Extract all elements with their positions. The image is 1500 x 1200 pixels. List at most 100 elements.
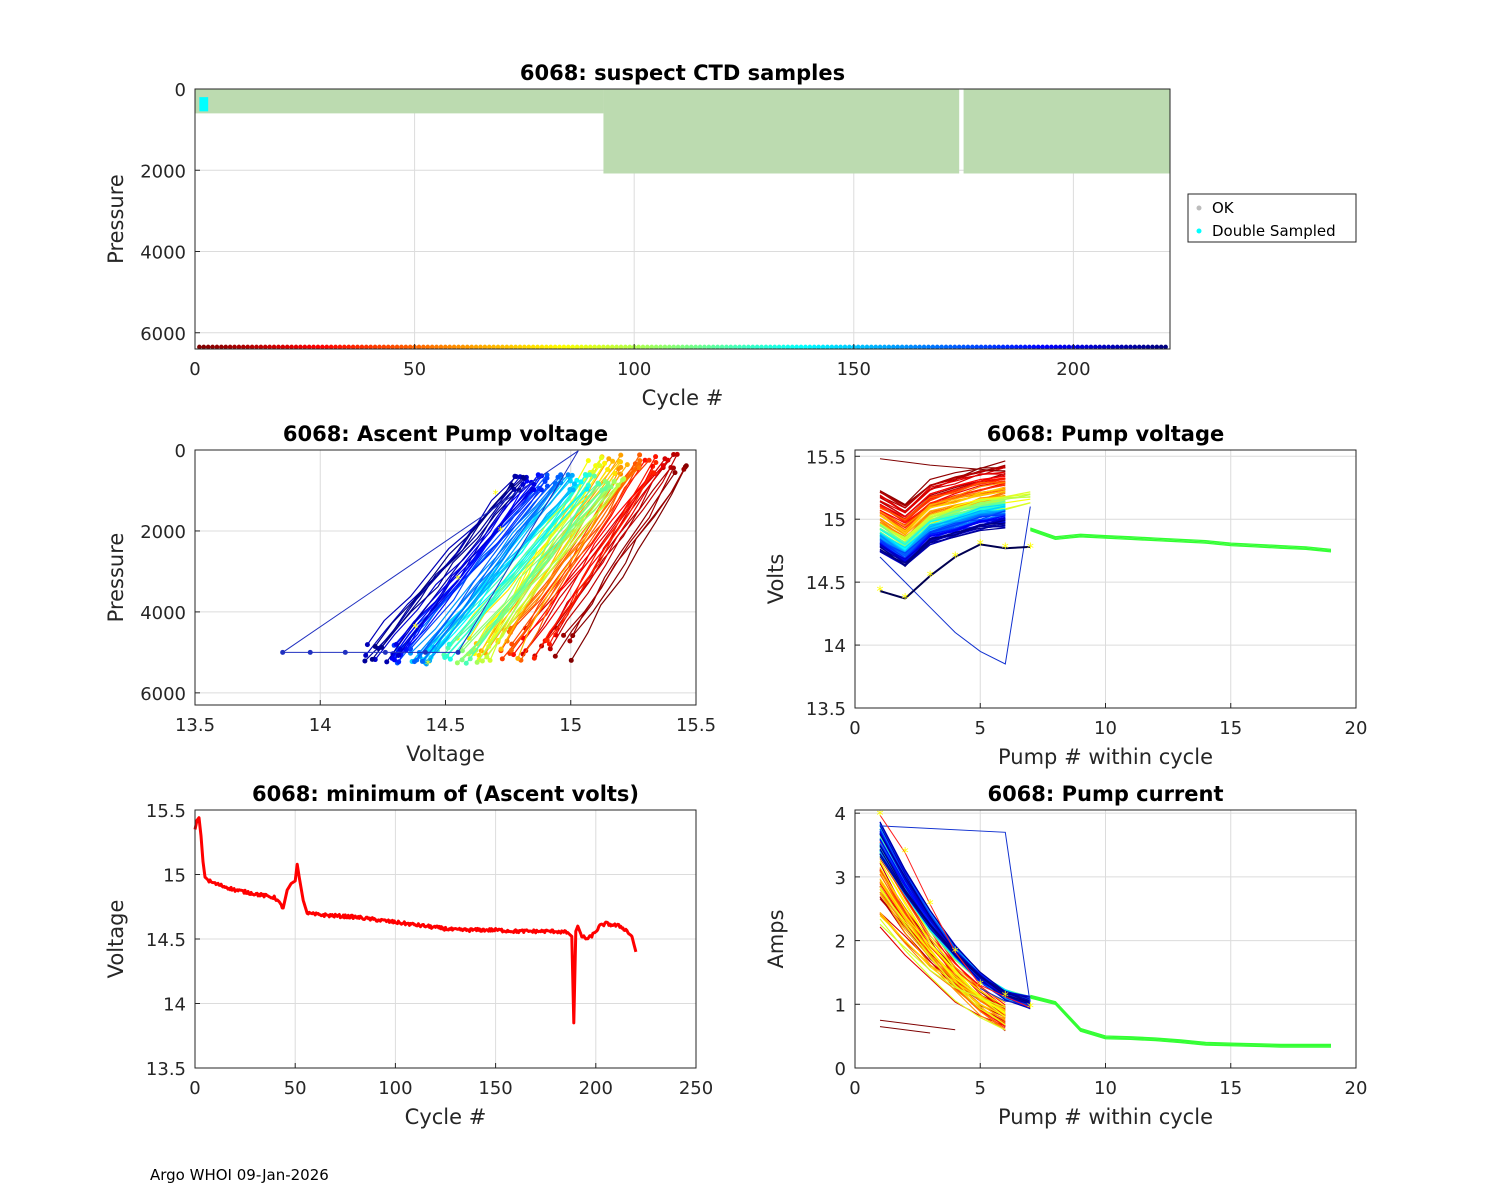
min-ascent-volts-panel: 0 50 100 150 200 250 13.5 14 14.5 15 15.5 6068: mi… xyxy=(104,782,713,1129)
current-cycle-line xyxy=(879,881,1006,1011)
ascent-cycle-line xyxy=(449,475,587,660)
ascent-cycle-bottom-marker xyxy=(364,642,370,648)
ascent-cycle-bottom-marker xyxy=(372,643,378,649)
ascent-cycle-bottom-marker xyxy=(454,660,460,666)
minv-xtick-label: 100 xyxy=(378,1078,412,1099)
ascent-cycle-bottom-marker xyxy=(508,647,514,653)
current-yellow-star: * xyxy=(952,945,959,961)
cycle-color-marker xyxy=(781,344,786,350)
cycle-color-marker xyxy=(939,344,944,350)
ascent-outlier-marker xyxy=(307,649,313,655)
ctd-xtick-label: 100 xyxy=(617,359,651,380)
cycle-color-marker xyxy=(271,344,277,350)
ascent-cycle-top-marker xyxy=(672,470,678,476)
cycle-color-marker xyxy=(232,344,237,350)
ascent-cycle-line xyxy=(510,463,640,651)
cycle-color-marker xyxy=(350,344,356,350)
cycle-color-marker xyxy=(785,344,791,350)
pumpv-xlabel: Pump # within cycle xyxy=(998,745,1213,769)
cycle-color-marker xyxy=(227,344,233,350)
current-ytick-label: 0 xyxy=(835,1059,846,1080)
pumpv-cycle-line xyxy=(879,522,1006,566)
ascent-xlabel: Voltage xyxy=(406,742,485,766)
ascent-cycle-line xyxy=(509,467,640,633)
cycle-color-marker xyxy=(561,344,567,350)
ascent-cycle-bottom-marker xyxy=(447,656,453,662)
ascent-cycle-line xyxy=(500,469,635,652)
cycle-color-marker xyxy=(1057,344,1063,350)
cycle-color-marker xyxy=(869,344,874,350)
cycle-color-marker xyxy=(601,344,606,350)
cycle-color-marker xyxy=(838,344,843,350)
cycle-color-marker xyxy=(886,344,892,350)
ascent-cycle-top-marker xyxy=(681,466,687,472)
ascent-cycle-bottom-marker xyxy=(396,659,402,665)
current-yellow-star: * xyxy=(902,846,909,862)
cycle-color-marker xyxy=(992,344,997,350)
cycle-color-marker xyxy=(539,344,545,350)
ascent-cycle-top-marker xyxy=(590,469,596,475)
cycle-color-marker xyxy=(680,344,685,350)
cycle-color-marker xyxy=(596,344,602,350)
cycle-color-marker xyxy=(609,344,615,350)
cycle-color-marker xyxy=(517,344,523,350)
ascent-cycle-top-marker xyxy=(591,473,597,479)
ascent-cycle-line xyxy=(461,486,612,652)
current-cycle-line xyxy=(879,886,1006,1026)
cycle-color-marker xyxy=(1145,344,1151,350)
cycle-color-marker xyxy=(482,344,488,350)
cycle-color-marker xyxy=(469,344,474,350)
cycle-color-marker xyxy=(579,344,584,350)
cycle-color-marker xyxy=(324,344,330,350)
cycle-color-marker xyxy=(926,344,931,350)
cycle-color-marker xyxy=(693,344,698,350)
cycle-color-marker xyxy=(311,344,316,350)
cycle-color-marker xyxy=(491,344,496,350)
cycle-color-marker xyxy=(675,344,681,350)
double-sampled-region xyxy=(199,97,209,112)
ascent-data-layer: * * * * * xyxy=(280,450,689,672)
ascent-cycle-bottom-marker xyxy=(468,649,474,655)
ascent-cycle-line xyxy=(410,484,558,654)
cycle-color-marker xyxy=(1110,344,1116,350)
cycle-color-marker xyxy=(934,344,940,350)
ascent-outlier-line xyxy=(281,450,579,653)
cycle-color-marker xyxy=(794,344,799,350)
cycle-color-marker xyxy=(895,344,901,350)
ascent-cycle-bottom-marker xyxy=(393,641,399,647)
cycle-color-marker xyxy=(583,344,589,350)
current-xtick-label: 10 xyxy=(1094,1078,1117,1099)
cycle-color-marker xyxy=(1097,344,1103,350)
pumpv-long-cycle-line xyxy=(1030,529,1332,553)
ascent-cycle-bottom-marker xyxy=(474,659,480,665)
cycle-color-marker xyxy=(908,344,914,350)
cycle-color-marker xyxy=(214,344,220,350)
ascent-cycle-line xyxy=(447,482,599,649)
ascent-cycle-top-marker xyxy=(555,474,561,480)
ascent-xtick-label: 15.5 xyxy=(676,715,716,736)
cycle-color-marker xyxy=(943,344,949,350)
ascent-cycle-top-marker xyxy=(542,478,548,484)
pumpv-ytick-label: 14.5 xyxy=(806,573,846,594)
ascent-xtick-label: 15 xyxy=(559,715,582,736)
cycle-color-marker xyxy=(605,344,611,350)
cycle-color-marker xyxy=(882,344,887,350)
cycle-color-marker xyxy=(974,344,980,350)
ascent-cycle-bottom-marker xyxy=(362,658,368,664)
cycle-color-marker xyxy=(728,344,734,350)
cycle-color-marker xyxy=(855,344,861,350)
cycle-color-marker xyxy=(258,344,264,350)
cycle-color-marker xyxy=(697,344,703,350)
cycle-color-marker xyxy=(495,344,501,350)
ascent-cycle-top-marker xyxy=(596,481,602,487)
ascent-cycle-bottom-marker xyxy=(484,654,490,660)
ascent-cycle-line xyxy=(570,466,686,661)
ascent-cycle-line xyxy=(416,483,557,661)
cycle-color-marker xyxy=(587,344,593,350)
cycle-color-marker xyxy=(710,344,716,350)
ctd-ylabel: Pressure xyxy=(104,174,128,264)
legend-ok-marker xyxy=(1196,205,1202,211)
cycle-color-marker xyxy=(912,344,918,350)
cycle-color-marker xyxy=(416,344,422,350)
